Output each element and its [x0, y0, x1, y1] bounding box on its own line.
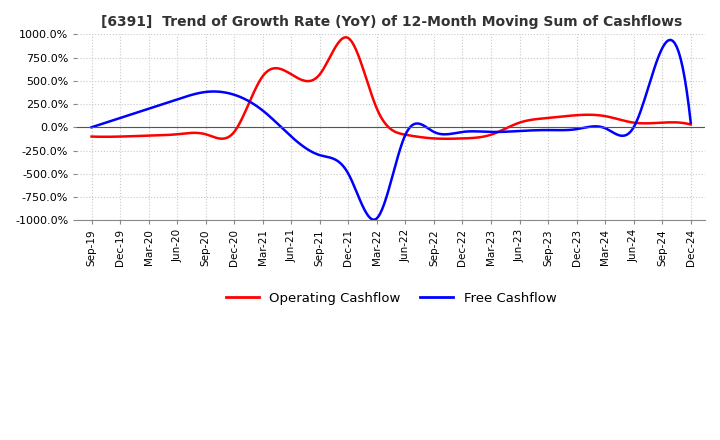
Line: Operating Cashflow: Operating Cashflow: [91, 37, 690, 139]
Operating Cashflow: [458, 136, 467, 141]
Free Cashflow: [87, 125, 96, 130]
Operating Cashflow: [89, 134, 98, 139]
Operating Cashflow: [686, 122, 695, 127]
Operating Cashflow: [446, 136, 454, 141]
Operating Cashflow: [442, 136, 451, 141]
Operating Cashflow: [342, 35, 351, 40]
Line: Free Cashflow: Free Cashflow: [91, 40, 690, 220]
Operating Cashflow: [448, 136, 456, 141]
Operating Cashflow: [596, 113, 605, 118]
Free Cashflow: [89, 124, 98, 129]
Operating Cashflow: [87, 134, 96, 139]
Free Cashflow: [456, 130, 464, 135]
Title: [6391]  Trend of Growth Rate (YoY) of 12-Month Moving Sum of Cashflows: [6391] Trend of Growth Rate (YoY) of 12-…: [101, 15, 682, 29]
Legend: Operating Cashflow, Free Cashflow: Operating Cashflow, Free Cashflow: [220, 287, 562, 310]
Free Cashflow: [686, 120, 695, 125]
Operating Cashflow: [634, 121, 643, 126]
Free Cashflow: [370, 217, 379, 222]
Free Cashflow: [446, 131, 454, 136]
Free Cashflow: [632, 119, 641, 124]
Free Cashflow: [667, 37, 675, 43]
Free Cashflow: [444, 132, 453, 137]
Free Cashflow: [594, 124, 603, 129]
